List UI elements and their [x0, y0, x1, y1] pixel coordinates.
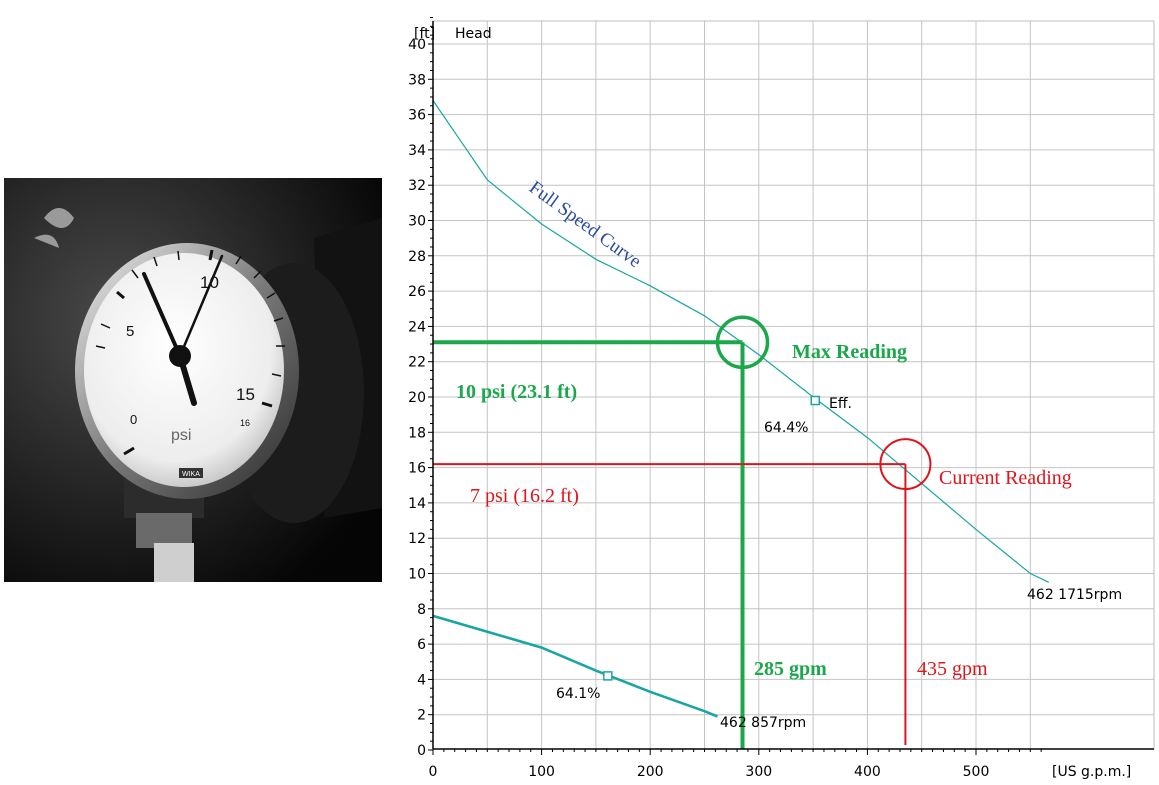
gauge-needle: [142, 272, 182, 358]
x-tick-label: 0: [429, 764, 438, 780]
x-tick-label: 500: [963, 764, 990, 780]
chart-grid: [432, 20, 1155, 750]
y-tick-label: 30: [408, 214, 426, 230]
y-unit-label: [ft]: [414, 26, 435, 42]
gauge-label-15: 15: [236, 385, 255, 404]
y-tick-label: 18: [408, 425, 426, 441]
current-psi-label: 7 psi (16.2 ft): [470, 485, 579, 507]
gauge-drag-needle: [178, 254, 224, 358]
y-tick-label: 14: [408, 496, 426, 512]
full-speed-curve: [432, 100, 1050, 583]
max-reading-circle: [715, 315, 770, 370]
full-speed-end-label: 462 1715rpm: [1027, 587, 1122, 603]
eff-marker-full: [810, 395, 821, 406]
y-tick-label: 0: [417, 743, 426, 759]
max-gpm-label: 285 gpm: [754, 658, 827, 680]
gauge-label-5: 5: [126, 323, 134, 340]
pressure-gauge-photo: 5 10 15 0 16 psi WIKA: [4, 178, 382, 582]
y-tick-label: 28: [408, 249, 426, 265]
x-tick-label: 400: [854, 764, 881, 780]
y-tick-label: 24: [408, 319, 426, 335]
y-tick-label: 34: [408, 143, 426, 159]
x-tick-label: 100: [528, 764, 555, 780]
current-gpm-label: 435 gpm: [917, 658, 988, 680]
y-tick-label: 4: [417, 672, 426, 688]
max-psi-label: 10 psi (23.1 ft): [456, 381, 577, 403]
eff-value-half: 64.1%: [556, 686, 600, 702]
eff-marker-half: [603, 671, 613, 681]
gauge-hub: [169, 345, 191, 367]
max-reading-label: Max Reading: [792, 341, 907, 363]
chart-series: [432, 100, 1050, 718]
y-tick-label: 36: [408, 108, 426, 124]
y-tick-label: 6: [417, 637, 426, 653]
y-tick-label: 10: [408, 567, 426, 583]
y-tick-label: 32: [408, 178, 426, 194]
y-tick-label: 40: [408, 37, 426, 53]
y-tick-label: 22: [408, 355, 426, 371]
y-tick-label: 20: [408, 390, 426, 406]
y-tick-label: 26: [408, 284, 426, 300]
gauge-ticks: [95, 249, 285, 456]
eff-label: Eff.: [829, 396, 852, 412]
plot-area: [432, 20, 1155, 750]
x-unit-label: [US g.p.m.]: [1052, 764, 1131, 780]
y-tick-label: 2: [417, 708, 426, 724]
y-axis-label: Head: [455, 26, 492, 42]
half-speed-end-label: 462 857rpm: [720, 715, 806, 731]
half-speed-curve: [432, 614, 718, 718]
current-reading-circle: [879, 438, 932, 491]
chart-readings: [433, 315, 932, 749]
gauge-brand: WIKA: [182, 471, 200, 478]
gauge-unit: psi: [171, 427, 191, 444]
gauge-label-16: 16: [240, 418, 250, 428]
eff-value-full: 64.4%: [764, 420, 808, 436]
y-tick-label: 16: [408, 461, 426, 477]
x-tick-label: 300: [745, 764, 772, 780]
y-tick-label: 38: [408, 72, 426, 88]
y-tick-label: 8: [417, 602, 426, 618]
x-tick-label: 200: [637, 764, 664, 780]
current-reading-label: Current Reading: [939, 467, 1072, 489]
gauge-label-0: 0: [130, 412, 137, 427]
y-tick-label: 12: [408, 531, 426, 547]
